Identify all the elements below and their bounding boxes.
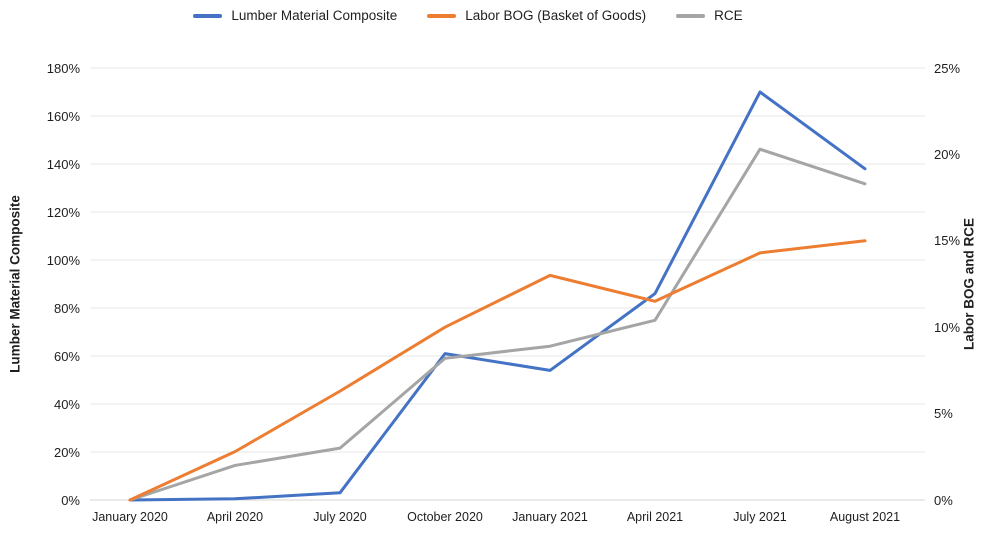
legend-line-swatch-blue (193, 13, 223, 18)
legend-line-swatch-orange (427, 13, 457, 18)
x-axis-label: August 2021 (829, 510, 901, 524)
left-axis-tick-label: 100% (46, 252, 80, 268)
right-axis-tick-label: 25% (934, 60, 961, 76)
left-axis-tick-label: 20% (53, 444, 80, 460)
x-axis-label: January 2021 (512, 510, 588, 524)
left-axis-tick-label: 40% (53, 396, 80, 412)
left-axis-tick-label: 180% (46, 60, 80, 76)
left-axis-tick-label: 60% (53, 348, 80, 364)
x-axis-label: April 2021 (626, 510, 684, 524)
x-axis-label: April 2020 (206, 510, 264, 524)
left-axis-tick-label: 140% (46, 156, 80, 172)
x-axis-label: October 2020 (407, 510, 483, 524)
right-axis-tick-label: 10% (934, 319, 961, 335)
right-axis-tick-label: 5% (934, 406, 953, 422)
left-axis-tick-label: 80% (53, 300, 80, 316)
legend-label: RCE (714, 8, 743, 23)
right-axis-tick-label: 0% (934, 492, 953, 508)
left-axis-title: Lumber Material Composite (7, 195, 23, 373)
x-axis-label: July 2021 (733, 510, 787, 524)
series-line-lumber-material-composite (128, 90, 867, 502)
series-line-rce (128, 147, 867, 502)
left-axis-tick-label: 120% (46, 204, 80, 220)
series-line-labor-bog-basket-of-goods (128, 239, 867, 502)
right-axis-tick-label: 15% (934, 233, 961, 249)
legend-item-rce[interactable]: RCE (676, 9, 743, 23)
left-axis-tick-label: 160% (46, 108, 80, 124)
legend-item-labor-bog[interactable]: Labor BOG (Basket of Goods) (427, 9, 646, 23)
right-axis-tick-label: 20% (934, 146, 961, 162)
legend-label: Lumber Material Composite (231, 8, 398, 23)
x-axis-label: January 2020 (92, 510, 168, 524)
x-axis-label: July 2020 (313, 510, 367, 524)
left-axis-tick-label: 0% (61, 492, 80, 508)
legend-item-lumber-material-composite[interactable]: Lumber Material Composite (193, 9, 397, 23)
chart-legend: Lumber Material Composite Labor BOG (Bas… (0, 9, 968, 23)
legend-line-swatch-gray (676, 13, 706, 18)
legend-label: Labor BOG (Basket of Goods) (465, 8, 647, 23)
right-axis-title: Labor BOG and RCE (961, 217, 977, 351)
